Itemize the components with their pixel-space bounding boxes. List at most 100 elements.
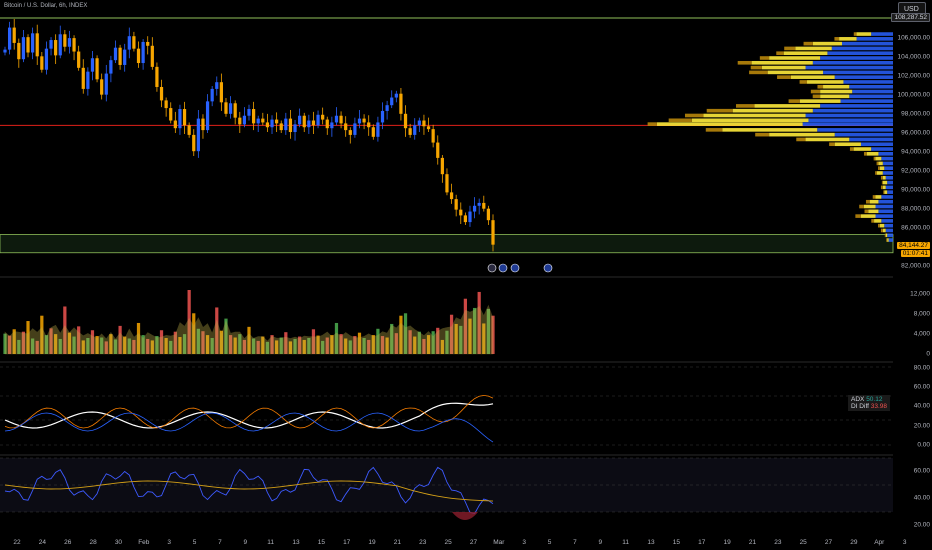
volume-profile-bar [754, 104, 821, 108]
candle-body [155, 66, 159, 87]
volume-bar [449, 314, 454, 354]
candle-body [67, 38, 72, 47]
candle-body [353, 123, 357, 135]
volume-profile-bar [834, 132, 893, 137]
volume-bar [54, 334, 58, 354]
candle-body [7, 27, 12, 50]
candle-body [275, 119, 279, 124]
candle-body [123, 49, 127, 65]
volume-bar [44, 335, 49, 354]
candle-body [196, 118, 200, 152]
candle-body [178, 109, 182, 129]
candle-body [238, 117, 242, 125]
event-icon [487, 263, 497, 273]
volume-bar [67, 332, 72, 354]
candle-body [26, 37, 30, 53]
volume-bar [321, 340, 325, 354]
price-label: 98,000.00 [901, 110, 930, 118]
volume-bar [251, 338, 256, 354]
volume-profile-bar [869, 199, 879, 204]
volume-bar [132, 339, 136, 354]
volume-bar [399, 315, 403, 354]
time-axis-label: 7 [573, 539, 577, 546]
volume-profile-bar [839, 37, 857, 41]
volume-bar [35, 340, 39, 354]
candle-body [95, 58, 99, 80]
volume-profile-bar [878, 152, 893, 156]
time-axis-label: 22 [13, 539, 21, 546]
volume-bar [339, 334, 343, 354]
volume-profile-bar [668, 118, 692, 123]
time-axis-label: 5 [547, 539, 552, 546]
volume-bar [31, 338, 35, 354]
candle-body [109, 60, 113, 74]
volume-profile-bar [831, 46, 893, 51]
volume-profile-bar [834, 37, 840, 41]
volume-bar [86, 338, 90, 354]
volume-bar [275, 340, 279, 354]
candle-body [77, 51, 81, 68]
candle-body [367, 122, 371, 128]
volume-profile-bar [876, 161, 879, 166]
volume-bar [224, 318, 228, 354]
volume-profile-bar [887, 238, 889, 242]
volume-profile-bar [722, 128, 818, 132]
time-axis-label: 23 [419, 539, 427, 546]
candle-body [141, 41, 145, 64]
volume-bar [7, 335, 12, 354]
volume-profile-bar [805, 65, 893, 70]
volume-bar [431, 331, 435, 354]
volume-bar [357, 332, 362, 354]
time-axis-label: 26 [64, 539, 72, 546]
price-label: 106,000.00 [897, 34, 930, 42]
candle-body [136, 48, 141, 64]
candle-body [215, 82, 219, 89]
volume-profile-bar [705, 128, 723, 132]
volume-profile-bar [755, 132, 770, 137]
volume-profile-bar [884, 190, 888, 194]
volume-profile-bar [860, 214, 876, 218]
volume-bar [63, 306, 67, 354]
volume-profile-bar [881, 156, 893, 161]
time-axis-label: 17 [698, 539, 706, 546]
candle-body [385, 105, 389, 111]
volume-bar [316, 335, 320, 354]
volume-bar [192, 313, 196, 354]
countdown-tag: 01:07:41 [900, 250, 930, 257]
time-axis-label: 9 [598, 539, 603, 546]
volume-bar [445, 330, 449, 354]
candle-body [219, 82, 223, 103]
candle-body [159, 86, 164, 101]
volume-bar [100, 337, 104, 354]
candle-body [454, 199, 458, 210]
adx-legend-value: 50.12 [866, 396, 883, 403]
candle-body [357, 118, 362, 124]
volume-profile-bar [647, 122, 657, 126]
candle-body [247, 109, 251, 116]
volume-bar [201, 331, 205, 354]
candle-body [40, 56, 44, 70]
volume-bar [104, 341, 108, 354]
candle-body [270, 119, 274, 128]
volume-profile-bar [823, 70, 893, 75]
volume-bar [205, 335, 210, 354]
candle-body [81, 67, 85, 89]
time-axis-label: 27 [469, 539, 478, 546]
candle-body [17, 42, 21, 60]
volume-profile-bar [872, 195, 876, 199]
candle-body [100, 79, 104, 95]
candle-body [371, 127, 375, 137]
volume-profile-bar [876, 171, 883, 175]
volume-bar [247, 326, 251, 354]
volume-profile-bar [863, 204, 876, 209]
candle-body [242, 115, 247, 125]
volume-bar [334, 322, 339, 354]
volume-profile-bar [769, 132, 835, 137]
price-axis[interactable]: 108,287.52 106,000.00 104,000.00 102,000… [891, 0, 932, 550]
volume-profile-bar [767, 70, 824, 75]
candle-body [104, 73, 108, 95]
volume-profile-bar [849, 94, 893, 99]
volume-profile-bar [881, 180, 883, 185]
candle-body [192, 134, 196, 152]
